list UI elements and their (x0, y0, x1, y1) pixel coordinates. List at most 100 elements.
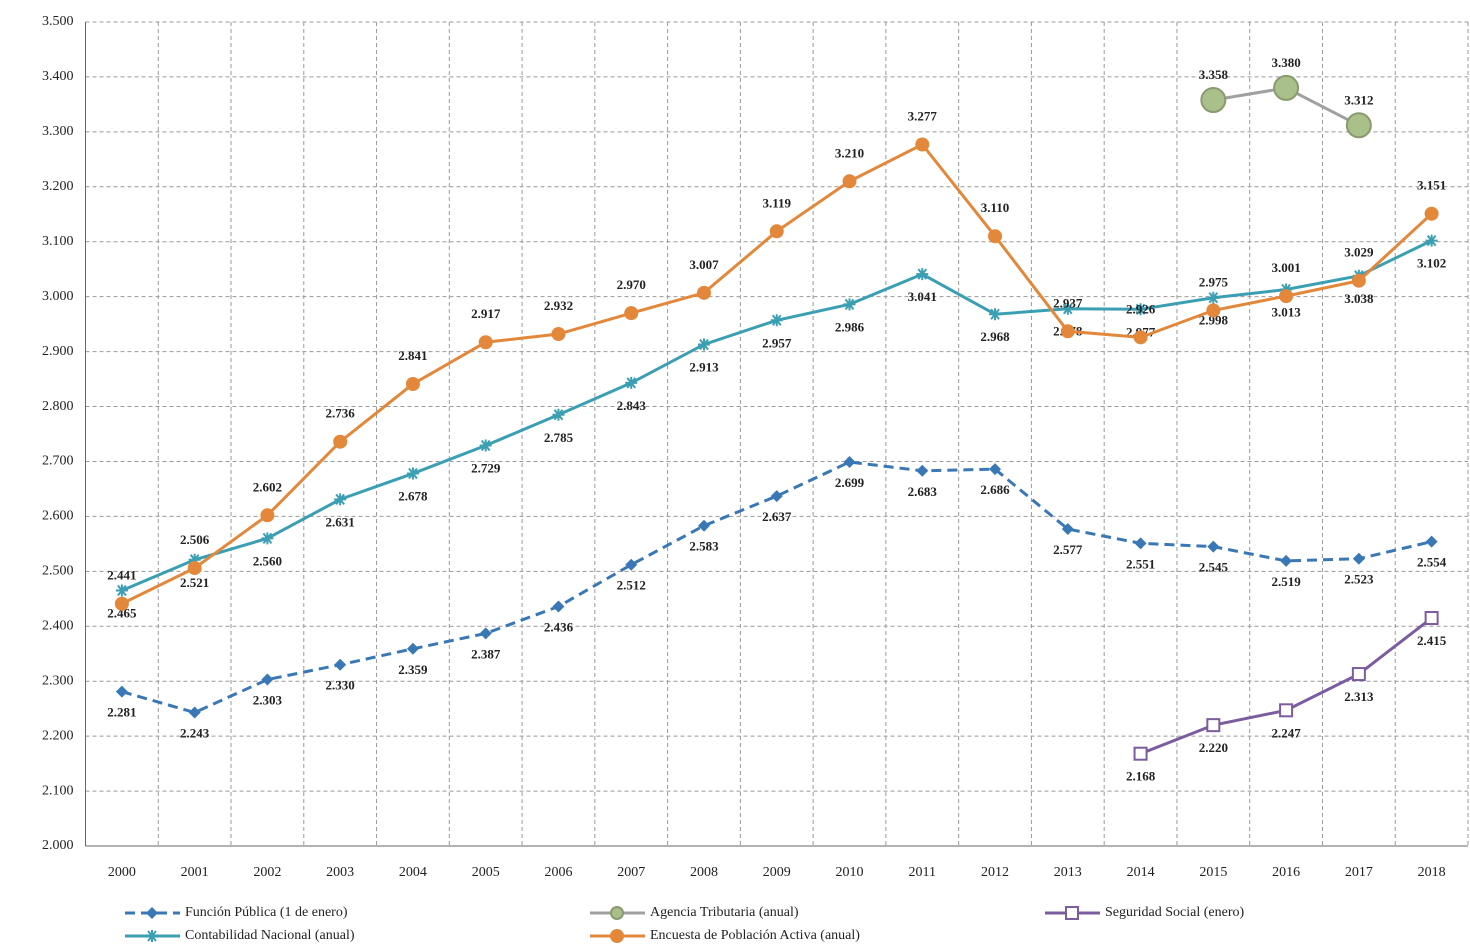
series: 2.168 2.220 2.247 2.313 2.415 (1126, 611, 1447, 784)
x-tick-label: 2013 (1054, 865, 1082, 880)
value-label: 2.686 (980, 482, 1010, 497)
value-label: 2.523 (1344, 572, 1374, 587)
marker (406, 467, 419, 480)
legend-label: Función Pública (1 de enero) (185, 905, 348, 920)
marker (188, 706, 201, 719)
value-label: 3.102 (1417, 256, 1446, 271)
y-tick-label: 3.000 (42, 289, 74, 304)
marker (624, 306, 639, 321)
value-label: 3.013 (1271, 305, 1301, 320)
marker (610, 906, 624, 920)
value-label: 2.917 (471, 306, 501, 321)
x-tick-label: 2000 (108, 865, 136, 880)
marker (479, 439, 492, 452)
marker (1352, 552, 1365, 565)
marker (1424, 206, 1439, 221)
marker (1351, 667, 1366, 682)
marker (1200, 87, 1227, 114)
value-label: 3.380 (1271, 55, 1300, 70)
value-label: 2.970 (617, 277, 646, 292)
value-label: 2.359 (398, 662, 428, 677)
value-label: 2.521 (180, 575, 209, 590)
value-label: 2.551 (1126, 556, 1155, 571)
x-tick-label: 2011 (909, 865, 936, 880)
series-line (121, 239, 1433, 592)
legend-label: Seguridad Social (enero) (1105, 905, 1245, 920)
marker (334, 658, 347, 671)
marker (1424, 611, 1439, 626)
marker (260, 508, 275, 523)
marker (625, 558, 638, 571)
value-label: 2.441 (107, 568, 136, 583)
x-tick-label: 2001 (181, 865, 209, 880)
marker (916, 464, 929, 477)
marker (989, 308, 1002, 321)
marker (1061, 302, 1074, 315)
marker (261, 673, 274, 686)
y-tick-label: 2.900 (42, 344, 74, 359)
marker (552, 600, 565, 613)
value-label: 2.281 (107, 705, 136, 720)
series: 3.358 3.380 3.312 (1199, 55, 1373, 139)
x-tick-label: 2010 (836, 865, 864, 880)
value-label: 2.545 (1199, 560, 1229, 575)
value-label: 2.220 (1199, 740, 1228, 755)
marker (843, 456, 856, 469)
marker (1134, 303, 1147, 316)
marker (552, 408, 565, 421)
value-label: 2.247 (1271, 725, 1301, 740)
marker (1345, 112, 1372, 139)
marker (989, 463, 1002, 476)
marker (1060, 324, 1075, 339)
value-label: 2.583 (689, 539, 719, 554)
marker (551, 327, 566, 342)
x-tick-label: 2007 (617, 865, 645, 880)
value-label: 2.512 (617, 578, 646, 593)
marker (915, 137, 930, 152)
legend-label: Contabilidad Nacional (anual) (185, 928, 355, 943)
x-tick-label: 2004 (399, 865, 427, 880)
x-tick-label: 2016 (1272, 865, 1300, 880)
value-label: 2.560 (253, 553, 282, 568)
value-label: 2.387 (471, 646, 501, 661)
value-label: 3.029 (1344, 245, 1374, 260)
x-tick-label: 2018 (1418, 865, 1446, 880)
series-line (121, 142, 1433, 606)
y-tick-label: 2.400 (42, 618, 74, 633)
marker (625, 376, 638, 389)
value-label: 3.312 (1344, 92, 1373, 107)
y-tick-label: 2.500 (42, 564, 74, 579)
value-label: 2.303 (253, 693, 283, 708)
value-label: 2.785 (544, 430, 574, 445)
value-label: 2.932 (544, 298, 573, 313)
marker (1133, 330, 1148, 345)
marker (842, 174, 857, 189)
y-tick-label: 3.100 (42, 234, 74, 249)
value-label: 3.038 (1344, 291, 1374, 306)
marker (479, 627, 492, 640)
value-label: 2.736 (326, 406, 356, 421)
value-label: 2.678 (398, 489, 428, 504)
value-label: 2.168 (1126, 769, 1156, 784)
value-label: 2.631 (326, 514, 355, 529)
marker (115, 584, 128, 597)
value-label: 3.151 (1417, 178, 1446, 193)
value-label: 2.729 (471, 461, 501, 476)
marker (478, 335, 493, 350)
x-tick-label: 2002 (253, 865, 281, 880)
value-label: 2.998 (1199, 313, 1229, 328)
marker (697, 519, 710, 532)
marker (114, 596, 129, 611)
value-label: 2.519 (1271, 574, 1301, 589)
value-label: 2.465 (107, 606, 137, 621)
marker (334, 493, 347, 506)
marker (261, 532, 274, 545)
marker (1206, 303, 1221, 318)
y-tick-label: 3.500 (42, 14, 74, 29)
x-tick-label: 2014 (1127, 865, 1155, 880)
marker (406, 642, 419, 655)
value-label: 2.843 (617, 398, 647, 413)
marker (696, 285, 711, 300)
